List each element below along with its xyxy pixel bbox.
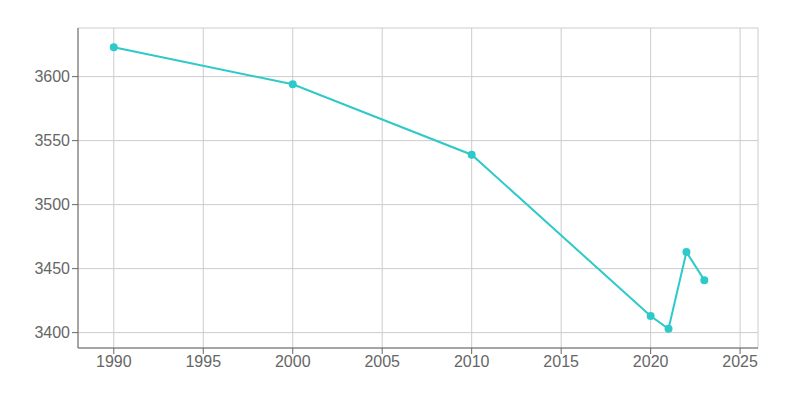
svg-text:2020: 2020 [633, 353, 669, 370]
svg-text:2025: 2025 [722, 353, 758, 370]
svg-text:3500: 3500 [34, 196, 70, 213]
svg-text:3600: 3600 [34, 68, 70, 85]
svg-text:1995: 1995 [185, 353, 221, 370]
svg-text:2010: 2010 [454, 353, 490, 370]
svg-text:3550: 3550 [34, 132, 70, 149]
svg-text:2000: 2000 [275, 353, 311, 370]
svg-text:2015: 2015 [543, 353, 579, 370]
svg-text:2005: 2005 [364, 353, 400, 370]
svg-text:3450: 3450 [34, 260, 70, 277]
svg-text:3400: 3400 [34, 324, 70, 341]
svg-text:1990: 1990 [96, 353, 132, 370]
